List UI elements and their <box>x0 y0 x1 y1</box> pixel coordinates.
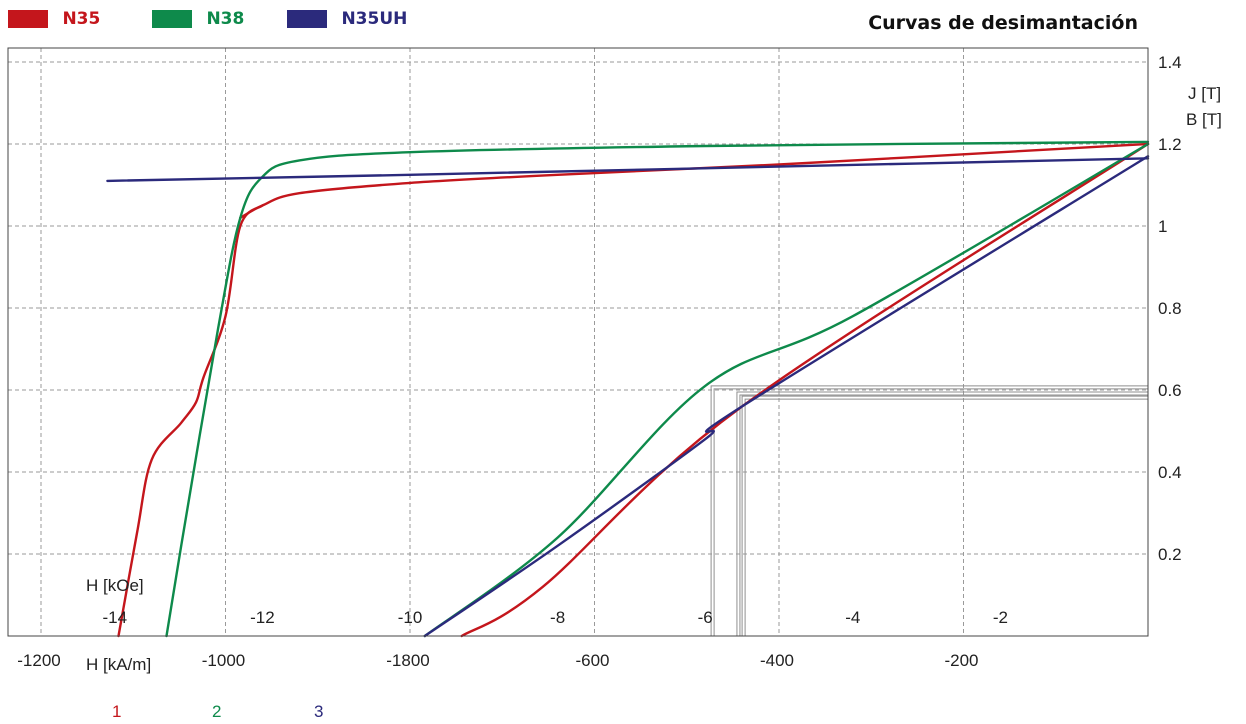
legend-item-n38: N38 <box>152 9 244 29</box>
chart-title: Curvas de desimantación <box>868 12 1138 34</box>
legend-swatch-n35 <box>8 10 48 28</box>
y-axis-label-j: J [T] <box>1188 84 1221 103</box>
curve-number-3: 3 <box>314 702 323 721</box>
guide-line-n38 <box>713 388 1148 636</box>
guide-line-n35uh <box>744 398 1148 636</box>
x-tick-label-kam: -600 <box>575 651 609 670</box>
y-tick-label: 1.4 <box>1158 53 1182 72</box>
x-axis-label-koe: H [kOe] <box>86 576 144 595</box>
b-curve-n35 <box>460 142 1150 638</box>
x-tick-label-kam: -1800 <box>386 651 429 670</box>
legend-item-n35uh: N35UH <box>287 9 407 29</box>
grid <box>8 48 1148 636</box>
guide-line-n38 <box>710 385 1148 636</box>
j-curve-n35 <box>239 142 1150 219</box>
j-curve-n38 <box>165 140 1150 638</box>
y-axis-label-b: B [T] <box>1186 110 1222 129</box>
guide-line-n35uh <box>741 395 1148 636</box>
legend-label-n35uh: N35UH <box>341 9 408 29</box>
x-tick-label-koe: -12 <box>250 608 275 627</box>
tick-labels: 0.2 0.4 0.6 0.8 1 1.2 1.4 -1200 -1000 -1800 -600 -4… <box>17 53 1181 670</box>
x-tick-label-kam: -400 <box>760 651 794 670</box>
legend: N35 N38 N35UH <box>0 0 700 40</box>
x-tick-label-koe: -6 <box>698 608 713 627</box>
b-curve-n35uh <box>423 155 1150 638</box>
guide-line-n35 <box>739 394 1148 636</box>
plot-frame <box>7 47 1149 637</box>
b-curve-n38 <box>423 142 1150 638</box>
legend-label-n35: N35 <box>62 9 101 29</box>
x-tick-label-kam: -1000 <box>202 651 245 670</box>
guide-line-n35 <box>736 391 1148 636</box>
j-curve-n35uh <box>106 157 1150 183</box>
x-tick-label-koe: -4 <box>845 608 860 627</box>
x-tick-label-kam: -200 <box>944 651 978 670</box>
y-tick-label: 0.4 <box>1158 463 1182 482</box>
y-tick-label: 1 <box>1158 217 1167 236</box>
y-tick-label: 0.2 <box>1158 545 1182 564</box>
x-tick-label-koe: -14 <box>103 608 128 627</box>
y-tick-label: 0.6 <box>1158 381 1182 400</box>
legend-item-n35: N35 <box>8 9 100 29</box>
legend-label-n38: N38 <box>206 9 245 29</box>
j-knee-curve-n35 <box>117 204 264 638</box>
y-tick-label: 1.2 <box>1158 135 1182 154</box>
curve-number-2: 2 <box>212 702 221 721</box>
x-tick-label-koe: -10 <box>398 608 423 627</box>
legend-swatch-n38 <box>152 10 192 28</box>
x-tick-label-kam: -1200 <box>17 651 60 670</box>
x-axis-label-kam: H [kA/m] <box>86 655 151 674</box>
x-tick-label-koe: -2 <box>993 608 1008 627</box>
operating-point-guides <box>710 385 1148 636</box>
legend-swatch-n35uh <box>287 10 327 28</box>
x-tick-label-koe: -8 <box>550 608 565 627</box>
curves <box>106 140 1150 638</box>
curve-number-1: 1 <box>112 702 121 721</box>
y-tick-label: 0.8 <box>1158 299 1182 318</box>
